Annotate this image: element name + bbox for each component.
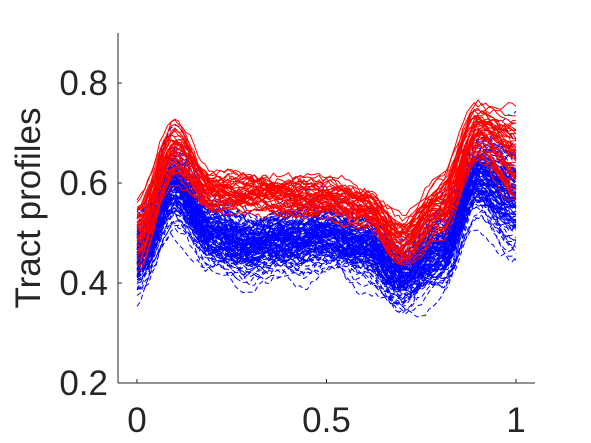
tract-profile-line xyxy=(136,124,516,229)
tract-profile-line xyxy=(136,176,517,288)
y-tick-label: 0.4 xyxy=(59,264,108,303)
tract-profile-line xyxy=(136,109,517,242)
tract-profile-line xyxy=(136,180,517,280)
tract-profile-line xyxy=(136,151,517,268)
tract-profile-line xyxy=(136,198,517,305)
tract-profile-line xyxy=(136,152,517,265)
tract-profile-line xyxy=(136,167,517,264)
tract-profile-line xyxy=(136,101,517,217)
tract-profile-line xyxy=(136,206,517,307)
x-axis: 0 0.5 1 xyxy=(127,379,526,440)
y-axis-label: Tract profiles xyxy=(9,108,48,309)
y-tick-label: 0.6 xyxy=(59,164,108,203)
tract-profile-line xyxy=(136,193,517,296)
tract-profile-line xyxy=(136,134,517,253)
tract-profile-line xyxy=(136,167,517,267)
tract-profile-line xyxy=(136,189,517,291)
tract-profile-line xyxy=(136,150,517,273)
tract-profile-line xyxy=(136,113,517,238)
tract-profile-line xyxy=(136,202,517,304)
y-tick-label: 0.2 xyxy=(59,364,108,403)
tract-profile-line xyxy=(136,209,517,315)
tract-profile-line xyxy=(136,190,517,290)
tract-profile-line xyxy=(136,187,517,293)
y-axis: 0.2 0.4 0.6 0.8 xyxy=(59,64,122,403)
tract-profile-line xyxy=(136,158,517,269)
x-tick-label: 1 xyxy=(506,401,525,440)
tract-profile-line xyxy=(136,178,517,291)
tract-profile-line xyxy=(136,193,517,306)
tract-profile-line xyxy=(136,148,517,262)
tract-profile-line xyxy=(136,229,517,318)
tract-profile-line xyxy=(136,184,517,297)
tract-profile-line xyxy=(137,171,517,278)
tract-profile-line xyxy=(136,190,517,288)
plot-area xyxy=(136,99,517,318)
tract-profile-line xyxy=(136,189,517,289)
x-tick-label: 0 xyxy=(127,401,146,440)
tract-profile-line xyxy=(136,142,517,248)
tract-profile-line xyxy=(136,216,517,307)
tract-profile-line xyxy=(136,198,517,303)
tract-profile-line xyxy=(136,132,517,239)
x-tick-label: 0.5 xyxy=(302,401,351,440)
tract-profile-line xyxy=(136,115,517,234)
y-tick-label: 0.8 xyxy=(59,64,108,103)
tract-profile-line xyxy=(136,189,517,297)
